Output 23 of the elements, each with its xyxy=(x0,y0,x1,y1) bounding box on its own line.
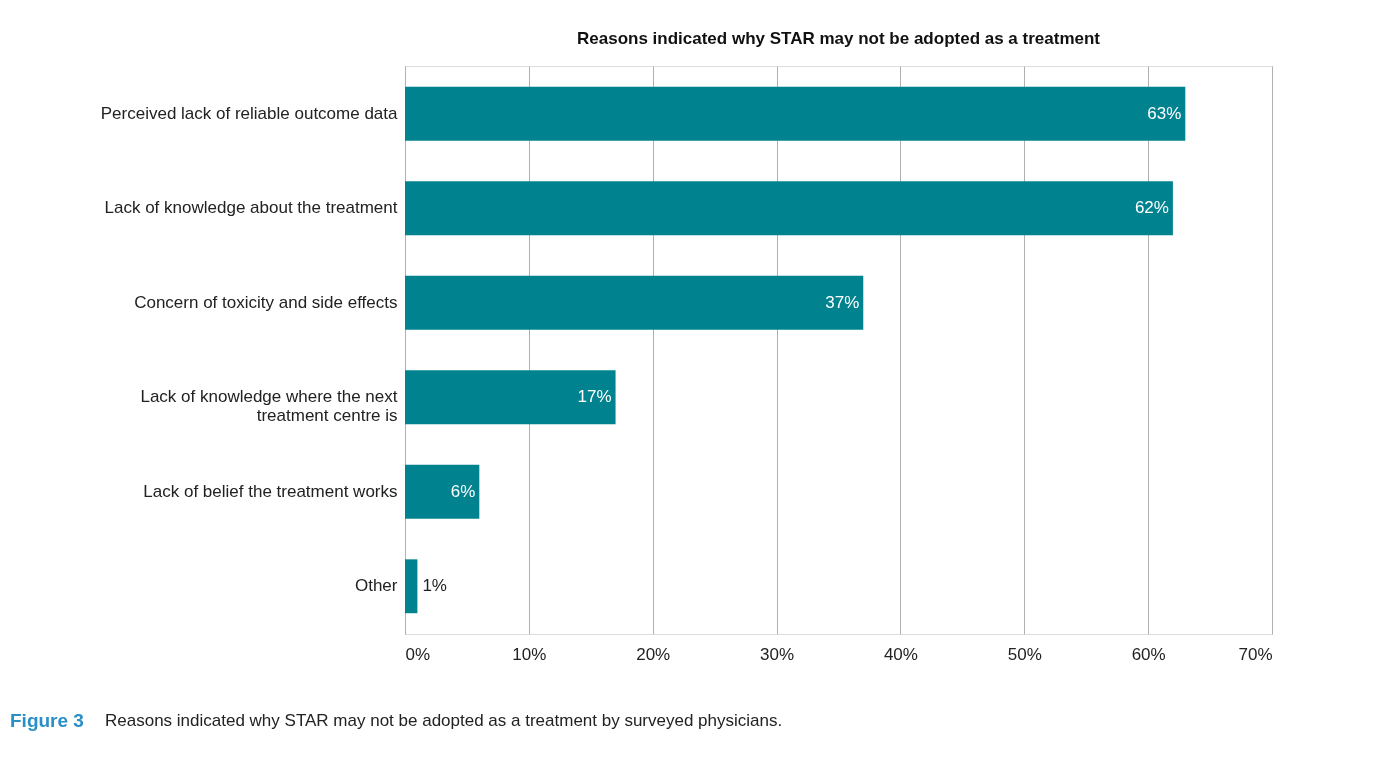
x-tick-label: 10% xyxy=(512,644,547,664)
x-tick-label: 0% xyxy=(405,644,431,664)
data-label: 37% xyxy=(825,292,860,312)
chart-title: Reasons indicated why STAR may not be adopted as a treatment xyxy=(576,29,1101,48)
x-tick-label: 20% xyxy=(636,644,671,664)
x-tick-label: 50% xyxy=(1007,644,1042,664)
x-tick-label: 60% xyxy=(1131,644,1166,664)
caption: Figure 3 xyxy=(10,710,84,731)
y-tick-label: Other xyxy=(354,576,398,596)
x-tick-label: 40% xyxy=(883,644,918,664)
y-tick-label: Lack of belief the treatment works xyxy=(143,481,398,501)
y-tick-label: Concern of toxicity and side effects xyxy=(134,292,398,312)
text: Reasons indicated why STAR may not be adopted as a treatment by surveyed physicians. xyxy=(105,711,783,730)
data-label: 1% xyxy=(422,576,447,596)
x-tick-label: 70% xyxy=(1238,644,1273,664)
x-tick-label: 30% xyxy=(760,644,795,664)
data-label: 6% xyxy=(450,481,476,501)
y-tick-label: Lack of knowledge about the treatment xyxy=(104,198,398,218)
data-label: 17% xyxy=(577,387,612,407)
y-tick-label: Lack of knowledge where the next treatment centre is xyxy=(140,387,398,426)
y-tick-label: Perceived lack of reliable outcome data xyxy=(100,103,399,123)
data-label: 62% xyxy=(1134,198,1169,218)
data-label: 63% xyxy=(1147,103,1182,123)
